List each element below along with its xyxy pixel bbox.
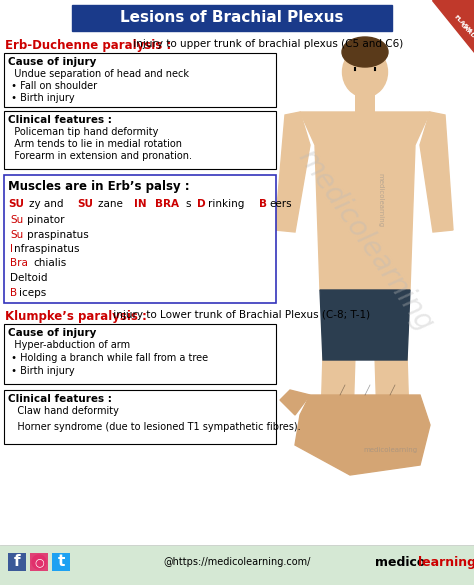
Text: • Birth injury: • Birth injury: [8, 366, 74, 376]
Text: nfraspinatus: nfraspinatus: [14, 244, 79, 254]
Text: Deltoid: Deltoid: [10, 273, 47, 283]
Text: f: f: [14, 555, 20, 570]
Text: • Fall on shoulder: • Fall on shoulder: [8, 81, 97, 91]
Polygon shape: [420, 112, 453, 232]
Text: eers: eers: [270, 199, 292, 209]
Circle shape: [32, 555, 46, 569]
Text: IN: IN: [134, 199, 147, 209]
Text: iceps: iceps: [19, 287, 46, 298]
Polygon shape: [295, 395, 430, 475]
Text: Policeman tip hand deformity: Policeman tip hand deformity: [8, 127, 158, 137]
Text: injury to Lower trunk of Brachial Plexus (C-8; T-1): injury to Lower trunk of Brachial Plexus…: [110, 310, 370, 320]
Text: medicolearning: medicolearning: [363, 447, 417, 453]
Text: @https://medicolearning.com/: @https://medicolearning.com/: [164, 557, 310, 567]
Text: CARD: CARD: [459, 22, 474, 39]
Text: s: s: [186, 199, 194, 209]
Text: praspinatus: praspinatus: [27, 229, 89, 239]
Text: Bra: Bra: [10, 259, 28, 269]
Text: Clinical features :: Clinical features :: [8, 394, 112, 404]
Polygon shape: [280, 390, 310, 415]
Text: BRA: BRA: [155, 199, 179, 209]
Text: • Birth injury: • Birth injury: [8, 93, 74, 103]
FancyBboxPatch shape: [72, 5, 392, 31]
Text: medicolearning: medicolearning: [292, 144, 438, 336]
FancyBboxPatch shape: [355, 94, 375, 112]
Text: pinator: pinator: [27, 215, 64, 225]
FancyBboxPatch shape: [0, 545, 474, 585]
Text: B: B: [259, 199, 267, 209]
FancyBboxPatch shape: [4, 390, 276, 444]
Text: Lesions of Brachial Plexus: Lesions of Brachial Plexus: [120, 11, 344, 26]
FancyBboxPatch shape: [4, 111, 276, 169]
Polygon shape: [321, 355, 355, 420]
Text: medicolearning: medicolearning: [377, 173, 383, 227]
Text: Undue separation of head and neck: Undue separation of head and neck: [8, 69, 189, 79]
Text: chialis: chialis: [33, 259, 66, 269]
Text: Su: Su: [10, 229, 23, 239]
Text: Muscles are in Erb’s palsy :: Muscles are in Erb’s palsy :: [8, 180, 190, 193]
Text: t: t: [57, 555, 64, 570]
Text: B: B: [10, 287, 17, 298]
Text: ○: ○: [34, 557, 44, 567]
Text: Horner syndrome (due to lesioned T1 sympathetic fibres).: Horner syndrome (due to lesioned T1 symp…: [8, 422, 301, 432]
Ellipse shape: [343, 47, 388, 97]
Text: zane: zane: [98, 199, 126, 209]
Text: Claw hand deformity: Claw hand deformity: [8, 406, 119, 416]
Text: zy and: zy and: [28, 199, 66, 209]
Text: Cause of injury: Cause of injury: [8, 57, 96, 67]
Text: SU: SU: [77, 199, 93, 209]
Polygon shape: [300, 112, 430, 290]
Text: Clinical features :: Clinical features :: [8, 115, 112, 125]
Text: Klumpke’s paralysis :: Klumpke’s paralysis :: [5, 310, 147, 323]
FancyBboxPatch shape: [4, 53, 276, 107]
Text: medico: medico: [375, 556, 425, 569]
Text: • Holding a branch while fall from a tree: • Holding a branch while fall from a tre…: [8, 353, 208, 363]
Text: injury to upper trunk of brachial plexus (C5 and C6): injury to upper trunk of brachial plexus…: [130, 39, 403, 49]
Text: I: I: [10, 244, 13, 254]
Text: learning: learning: [418, 556, 474, 569]
Ellipse shape: [342, 37, 388, 67]
Text: Forearm in extension and pronation.: Forearm in extension and pronation.: [8, 151, 192, 161]
Polygon shape: [275, 112, 310, 232]
Text: Cause of injury: Cause of injury: [8, 328, 96, 338]
Polygon shape: [320, 290, 410, 360]
Text: D: D: [197, 199, 206, 209]
Text: Hyper-abduction of arm: Hyper-abduction of arm: [8, 340, 130, 350]
Polygon shape: [432, 0, 474, 52]
FancyBboxPatch shape: [52, 553, 70, 571]
Text: FLASH: FLASH: [453, 14, 473, 34]
FancyBboxPatch shape: [8, 553, 26, 571]
Text: Erb-Duchenne paralysis :: Erb-Duchenne paralysis :: [5, 39, 171, 52]
Text: Su: Su: [10, 215, 23, 225]
Polygon shape: [375, 355, 409, 420]
Text: SU: SU: [8, 199, 24, 209]
Text: Arm tends to lie in medial rotation: Arm tends to lie in medial rotation: [8, 139, 182, 149]
FancyBboxPatch shape: [4, 324, 276, 384]
Text: rinking: rinking: [208, 199, 248, 209]
FancyBboxPatch shape: [30, 553, 48, 571]
FancyBboxPatch shape: [4, 175, 276, 303]
